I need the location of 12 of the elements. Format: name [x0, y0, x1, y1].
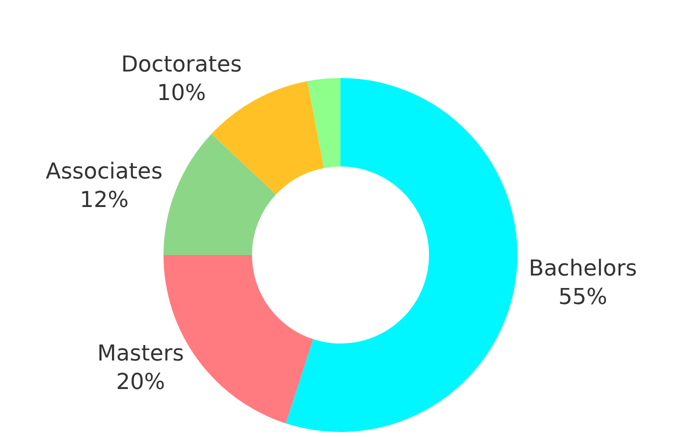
slice-label: Masters	[97, 341, 184, 366]
data-label: 10%	[157, 81, 206, 106]
slice-label: Associates	[46, 159, 163, 184]
data-label: 55%	[558, 285, 608, 310]
donut-slice	[211, 81, 324, 194]
donut-slice	[307, 78, 340, 168]
slice-label: Bachelors	[528, 256, 637, 282]
donut-slice	[286, 78, 518, 432]
slice-label: Doctorates	[121, 52, 242, 78]
data-label: 20%	[116, 370, 166, 396]
donut-slice	[164, 134, 276, 255]
data-label: 12%	[80, 188, 129, 214]
